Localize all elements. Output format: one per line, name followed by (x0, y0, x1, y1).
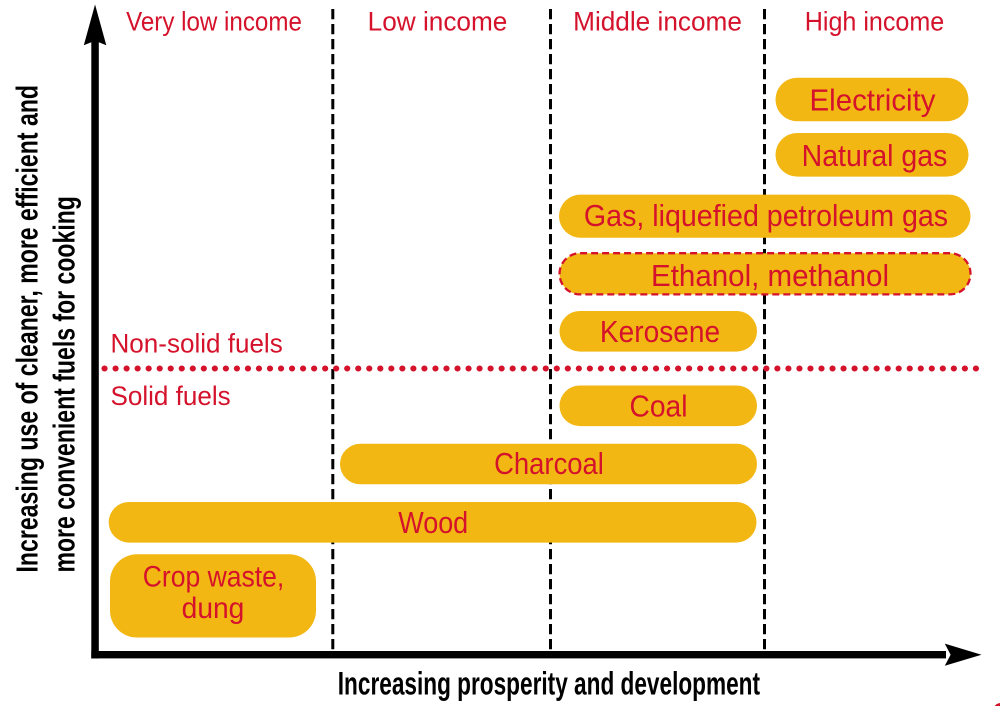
svg-text:Very low income: Very low income (126, 7, 302, 37)
svg-text:Solid fuels: Solid fuels (111, 381, 231, 412)
svg-text:Electricity: Electricity (810, 84, 937, 118)
svg-text:Wood: Wood (398, 506, 468, 540)
svg-text:Middle income: Middle income (573, 6, 742, 36)
svg-text:Kerosene: Kerosene (600, 315, 720, 350)
svg-text:High income: High income (805, 6, 945, 37)
svg-text:more convenient fuels for cook: more convenient fuels for cooking (46, 196, 81, 572)
svg-text:Natural gas: Natural gas (802, 139, 948, 173)
svg-text:Low income: Low income (368, 6, 508, 36)
svg-text:Coal: Coal (629, 389, 687, 424)
svg-text:Ethanol, methanol: Ethanol, methanol (651, 260, 889, 294)
svg-text:dung: dung (182, 592, 245, 625)
svg-text:Increasing use of cleaner, mor: Increasing use of cleaner, more efficien… (9, 85, 44, 573)
svg-text:Increasing prosperity and deve: Increasing prosperity and development (338, 665, 760, 701)
svg-text:Charcoal: Charcoal (494, 448, 604, 482)
svg-text:Gas, liquefied petroleum gas: Gas, liquefied petroleum gas (584, 199, 948, 233)
svg-text:Crop waste,: Crop waste, (143, 560, 285, 594)
svg-text:Non-solid fuels: Non-solid fuels (111, 328, 283, 359)
